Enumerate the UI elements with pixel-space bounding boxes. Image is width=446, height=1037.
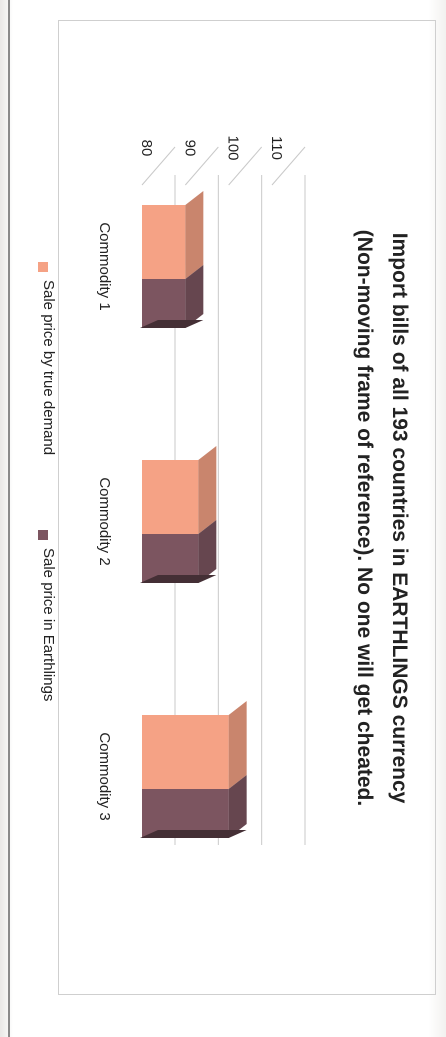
bar-shadow-face: [140, 320, 204, 328]
labels: 80 90 100 110 Commodity 1 Commodity 2 Commodit…: [38, 135, 411, 821]
gridline-depth: [141, 146, 176, 186]
y-tick-label: 90: [181, 140, 198, 157]
category-label: Commodity 1: [96, 222, 113, 310]
bar-segment: [142, 534, 199, 583]
legend-swatch: [38, 530, 48, 540]
legend-label: Sale price by true demand: [40, 280, 57, 455]
category-label: Commodity 3: [96, 732, 113, 820]
bar-segment: [142, 279, 186, 328]
bar-shadow-face: [140, 575, 217, 583]
gridline-depth: [184, 146, 219, 186]
bar-segment-end-face: [198, 520, 217, 583]
bar-segment-end-face: [228, 775, 247, 838]
bars: [140, 191, 247, 838]
bar-segment-end-face: [228, 701, 247, 789]
gridline-depth: [271, 146, 306, 186]
y-tick-label: 100: [225, 135, 242, 160]
bar-segment: [142, 715, 229, 789]
legend-swatch: [38, 262, 48, 272]
category-label: Commodity 2: [96, 477, 113, 565]
legend-label: Sale price in Earthlings: [40, 548, 57, 701]
bar-shadow-face: [140, 830, 247, 838]
y-tick-label: 110: [268, 136, 285, 160]
bar-segment-end-face: [185, 191, 204, 279]
bar-segment: [142, 205, 186, 279]
bar-segment: [142, 789, 229, 838]
gridline-depth: [228, 146, 263, 186]
chart-frame: [58, 20, 436, 995]
bar-segment-end-face: [198, 446, 217, 534]
bar-segment: [142, 460, 199, 534]
page-edge-rule: [8, 0, 10, 1037]
bar-segment-end-face: [185, 265, 204, 328]
chart-title-line-2: (Non-moving frame of reference). No one …: [353, 230, 376, 806]
y-tick-label: 80: [138, 140, 155, 157]
chart-title-line-1: Import bills of all 193 countries in EAR…: [388, 233, 411, 804]
